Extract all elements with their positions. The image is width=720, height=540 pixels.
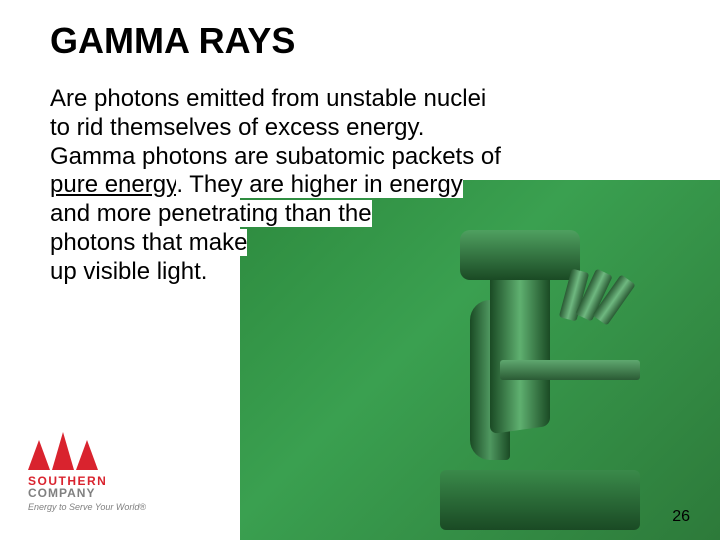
logo-subname: COMPANY xyxy=(28,486,146,500)
body-line: Gamma photons are subatomic packets of xyxy=(50,143,501,170)
slide-body: Are photons emitted from unstable nuclei… xyxy=(50,85,610,287)
body-line: to rid themselves of excess energy. xyxy=(50,114,424,141)
company-logo: SOUTHERN COMPANY Energy to Serve Your Wo… xyxy=(28,432,146,512)
body-line: up visible light. xyxy=(50,258,207,285)
underlined-term: pure energy xyxy=(50,171,176,198)
page-number: 26 xyxy=(672,508,690,526)
body-line: and more penetrating than the xyxy=(50,200,372,227)
slide-title: GAMMA RAYS xyxy=(50,20,315,62)
body-line: Are photons emitted from unstable nuclei xyxy=(50,85,486,112)
logo-triangles-icon xyxy=(28,432,146,470)
body-line: . They are higher in energy xyxy=(176,171,462,198)
logo-tagline: Energy to Serve Your World® xyxy=(28,502,146,512)
body-line: photons that make xyxy=(50,229,247,256)
